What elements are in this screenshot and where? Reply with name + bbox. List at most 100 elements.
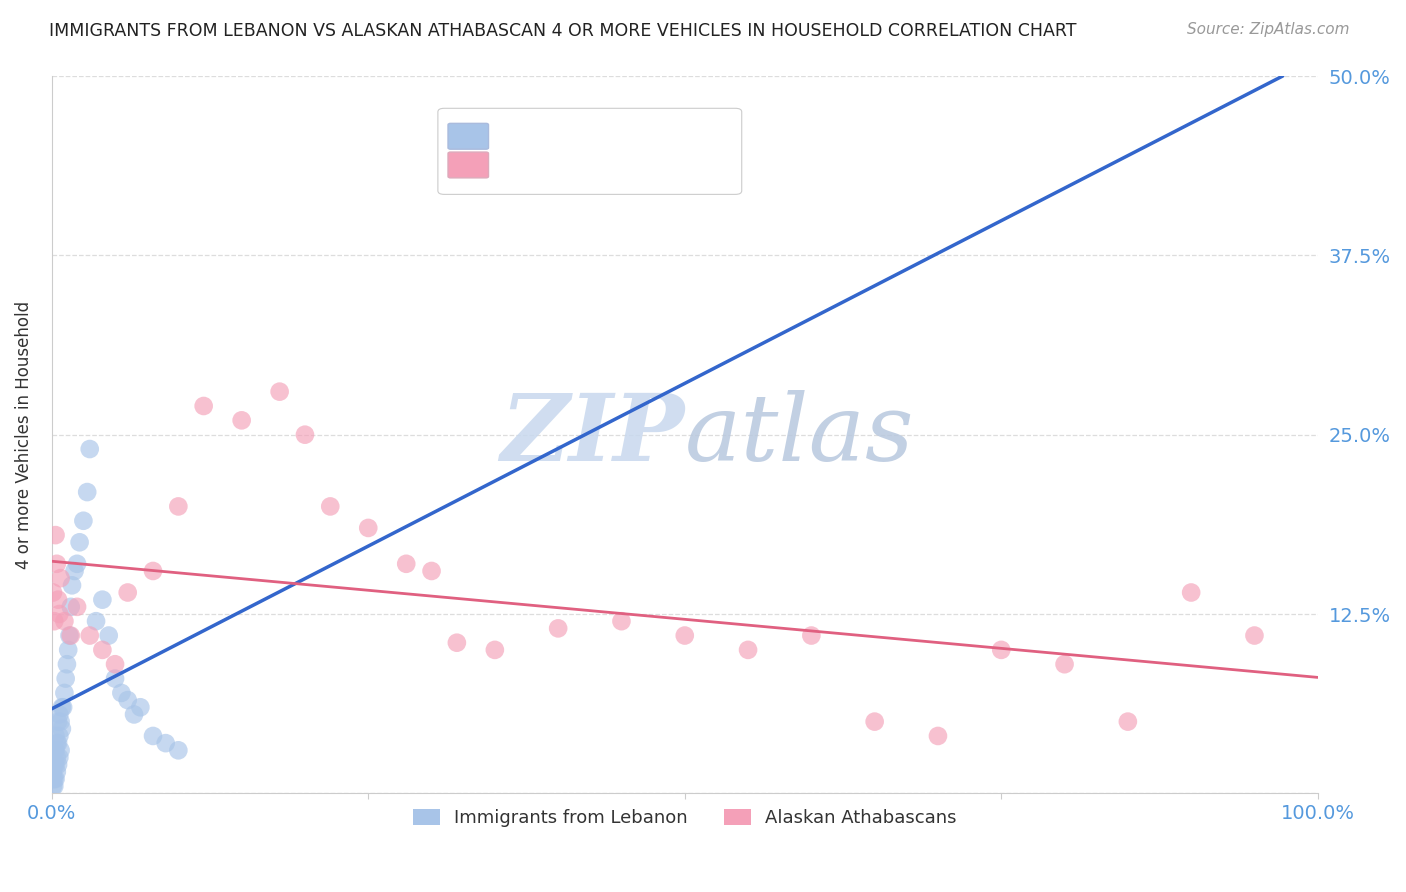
Point [446, 636, 468, 650]
Point [45, 557, 67, 571]
Point [60, 578, 83, 592]
Point [48, 729, 70, 743]
Point [53, 686, 76, 700]
Legend: Immigrants from Lebanon, Alaskan Athabascans: Immigrants from Lebanon, Alaskan Athabas… [405, 802, 965, 835]
Point [122, 707, 145, 722]
Point [990, 643, 1012, 657]
Point [51, 722, 73, 736]
Point [42, 764, 65, 779]
Point [55, 672, 77, 686]
Point [167, 743, 190, 757]
Text: N = 38: N = 38 [659, 155, 727, 173]
Point [79, 628, 101, 642]
Point [56, 657, 79, 672]
Point [63, 564, 86, 578]
Point [42, 757, 65, 772]
Point [44, 779, 66, 793]
Point [44, 772, 66, 786]
FancyBboxPatch shape [437, 108, 742, 194]
Point [49, 743, 72, 757]
Point [117, 693, 139, 707]
Point [193, 399, 215, 413]
Point [42, 585, 65, 599]
Point [46, 714, 69, 729]
Text: Source: ZipAtlas.com: Source: ZipAtlas.com [1187, 22, 1350, 37]
Point [69, 535, 91, 549]
Point [142, 729, 165, 743]
Point [155, 736, 177, 750]
Point [45, 729, 67, 743]
Point [927, 729, 949, 743]
Point [167, 500, 190, 514]
Point [110, 686, 132, 700]
Text: ZIP: ZIP [501, 390, 685, 480]
Text: R = -0.138: R = -0.138 [499, 155, 595, 173]
Point [1180, 585, 1202, 599]
Text: IMMIGRANTS FROM LEBANON VS ALASKAN ATHABASCAN 4 OR MORE VEHICLES IN HOUSEHOLD CO: IMMIGRANTS FROM LEBANON VS ALASKAN ATHAB… [49, 22, 1077, 40]
Point [42, 772, 65, 786]
Point [117, 585, 139, 599]
Point [46, 592, 69, 607]
Point [484, 643, 506, 657]
Point [420, 564, 443, 578]
Point [45, 528, 67, 542]
Point [294, 427, 316, 442]
FancyBboxPatch shape [449, 123, 488, 149]
Point [53, 614, 76, 628]
Point [52, 700, 75, 714]
Point [1243, 628, 1265, 642]
Point [1053, 657, 1076, 672]
Point [58, 628, 80, 642]
Text: atlas: atlas [685, 390, 914, 480]
Point [59, 599, 82, 614]
Point [45, 743, 67, 757]
Y-axis label: 4 or more Vehicles in Household: 4 or more Vehicles in Household [15, 301, 32, 569]
Point [49, 714, 72, 729]
Text: N = 50: N = 50 [659, 127, 727, 145]
Point [395, 557, 418, 571]
Point [45, 736, 67, 750]
Point [46, 736, 69, 750]
Point [91, 592, 114, 607]
Point [863, 714, 886, 729]
Point [142, 564, 165, 578]
Point [49, 571, 72, 585]
Point [44, 614, 66, 628]
Point [800, 628, 823, 642]
Point [104, 657, 127, 672]
Point [48, 607, 70, 621]
Point [66, 557, 89, 571]
Point [79, 442, 101, 456]
Point [58, 643, 80, 657]
Point [72, 514, 94, 528]
Point [59, 628, 82, 642]
Point [269, 384, 291, 399]
FancyBboxPatch shape [449, 152, 488, 178]
Point [97, 628, 120, 642]
Point [91, 643, 114, 657]
Point [737, 643, 759, 657]
Point [104, 672, 127, 686]
Point [129, 700, 152, 714]
Point [42, 779, 65, 793]
Point [51, 700, 73, 714]
Point [44, 743, 66, 757]
Point [1116, 714, 1139, 729]
Point [610, 614, 633, 628]
Point [319, 500, 342, 514]
Point [45, 750, 67, 764]
Text: R =  0.702: R = 0.702 [499, 127, 595, 145]
Point [357, 521, 380, 535]
Point [48, 750, 70, 764]
Point [231, 413, 253, 427]
Point [547, 621, 569, 635]
Point [44, 757, 66, 772]
Point [45, 772, 67, 786]
Point [84, 614, 107, 628]
Point [66, 599, 89, 614]
Point [76, 485, 98, 500]
Point [45, 764, 67, 779]
Point [673, 628, 696, 642]
Point [45, 757, 67, 772]
Point [46, 757, 69, 772]
